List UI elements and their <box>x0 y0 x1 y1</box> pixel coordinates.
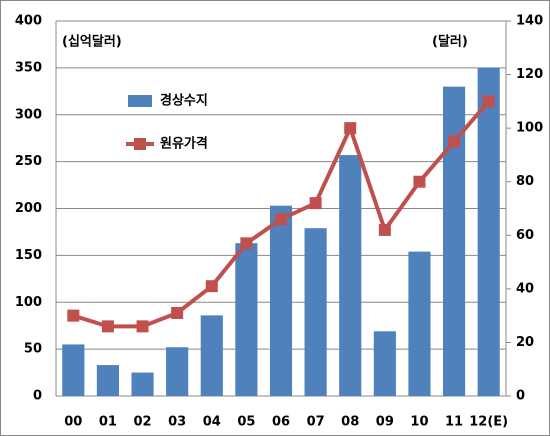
right-unit: (달러) <box>432 34 468 50</box>
bar <box>166 347 189 396</box>
y-tick-label: 0 <box>33 389 42 404</box>
x-tick-label: 07 <box>307 415 325 430</box>
bar <box>408 251 431 396</box>
y2-tick-label: 0 <box>516 389 525 404</box>
bar <box>477 67 500 396</box>
x-tick-label: 06 <box>272 415 290 430</box>
y2-tick-label: 140 <box>516 14 543 29</box>
bar <box>443 86 466 396</box>
x-tick-label: 12(E) <box>469 415 508 430</box>
marker <box>378 223 391 236</box>
left-unit: (십억달러) <box>62 34 122 50</box>
y2-tick-label: 60 <box>516 228 534 243</box>
marker <box>67 309 80 322</box>
bar <box>96 365 119 396</box>
x-tick-label: 10 <box>410 415 428 430</box>
bar <box>62 344 85 396</box>
x-tick-label: 01 <box>99 415 117 430</box>
legend-swatch <box>128 95 152 107</box>
legend-swatch <box>134 138 146 150</box>
x-tick-label: 04 <box>203 415 221 430</box>
marker <box>136 320 149 333</box>
x-tick-label: 09 <box>376 415 394 430</box>
y2-tick-label: 40 <box>516 281 534 296</box>
y-tick-label: 350 <box>15 60 42 75</box>
y-tick-label: 300 <box>15 107 42 122</box>
x-tick-label: 03 <box>168 415 186 430</box>
bar <box>200 315 223 396</box>
y-tick-label: 100 <box>15 295 42 310</box>
marker <box>448 135 461 148</box>
marker <box>240 237 253 250</box>
marker <box>413 175 426 188</box>
x-tick-label: 05 <box>237 415 255 430</box>
y2-tick-label: 80 <box>516 174 534 189</box>
marker <box>275 213 287 226</box>
y2-tick-label: 20 <box>516 335 534 350</box>
y2-tick-label: 120 <box>516 67 543 82</box>
y-tick-label: 50 <box>24 342 42 357</box>
bar <box>339 155 362 396</box>
legend-label: 원유가격 <box>160 137 208 152</box>
bar <box>131 372 154 396</box>
x-tick-label: 11 <box>445 415 463 430</box>
x-tick-label: 00 <box>64 415 82 430</box>
marker <box>171 306 184 319</box>
marker <box>309 197 322 210</box>
y-tick-label: 250 <box>15 154 42 169</box>
marker <box>101 320 114 333</box>
bar <box>373 331 396 396</box>
legend-label: 경상수지 <box>160 93 208 109</box>
x-tick-label: 08 <box>341 415 359 430</box>
bar <box>304 228 327 396</box>
y-tick-label: 400 <box>15 14 42 29</box>
y-tick-label: 150 <box>15 248 42 263</box>
marker <box>482 95 495 108</box>
bar <box>269 205 293 396</box>
y2-tick-label: 100 <box>516 121 543 136</box>
y-tick-label: 200 <box>15 201 42 216</box>
bar <box>235 243 258 396</box>
marker <box>344 122 357 135</box>
marker <box>205 280 218 293</box>
x-tick-label: 02 <box>133 415 151 430</box>
